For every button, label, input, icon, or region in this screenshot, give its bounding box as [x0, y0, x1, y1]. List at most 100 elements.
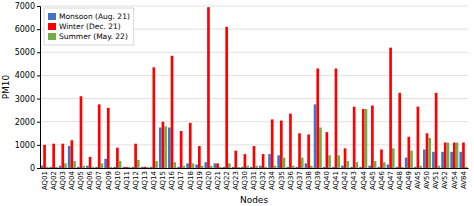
plot: 01000200030004000500060007000AQ01AQ02AQ0… [15, 2, 469, 190]
bars [41, 7, 468, 168]
x-tick-label: AV84 [460, 170, 468, 189]
bar [435, 93, 438, 168]
x-tick-label: AQ05 [77, 171, 85, 190]
bar [319, 128, 322, 169]
x-tick: AQ07 [95, 171, 103, 190]
bar [201, 166, 204, 168]
x-tick: AQ37 [296, 171, 304, 190]
y-tick-mark [37, 29, 40, 30]
x-tick-label: AQ46 [378, 170, 386, 190]
y-tick: 2000 [15, 118, 40, 127]
y-tick-mark [37, 99, 40, 100]
x-tick-label: AQ13 [141, 171, 149, 190]
bar [462, 143, 465, 168]
bar [389, 48, 392, 168]
y-tick: 3000 [15, 95, 40, 104]
x-tick: AQ20 [205, 171, 213, 190]
grid-line [40, 144, 468, 145]
bar [387, 165, 390, 168]
bar [232, 167, 235, 168]
legend-item: Summer (May. 22) [48, 32, 128, 41]
bar [262, 154, 265, 168]
bar [307, 134, 310, 168]
bar [456, 143, 459, 168]
bar [365, 109, 368, 168]
x-tick-label: AQ18 [186, 171, 194, 190]
x-tick-label: AQ06 [86, 170, 94, 190]
x-tick: AQ02 [50, 171, 58, 190]
bar [328, 155, 331, 168]
x-tick: AV52 [441, 171, 449, 189]
bar [214, 163, 217, 168]
y-tick: 7000 [15, 2, 40, 11]
bar [437, 166, 440, 168]
bar [50, 167, 53, 168]
bar [225, 27, 228, 168]
x-tick-label: AQ35 [278, 171, 286, 190]
bar [101, 163, 104, 168]
bar [89, 157, 92, 168]
y-tick-label: 4000 [15, 71, 35, 80]
legend-box [44, 8, 134, 45]
bar [198, 146, 201, 168]
x-tick-label: AQ22 [223, 171, 231, 190]
bar [52, 144, 55, 168]
bar [146, 167, 149, 168]
x-tick-label: AQ31 [250, 171, 258, 190]
x-tick-label: AQ03 [59, 171, 67, 190]
bar [444, 143, 447, 168]
bar [177, 167, 180, 168]
bar [417, 107, 420, 168]
x-tick: AQ34 [268, 170, 276, 190]
x-axis-title: Nodes [240, 195, 268, 205]
bar [374, 161, 377, 168]
x-tick-label: AQ48 [396, 171, 404, 190]
x-tick-label: AV50 [423, 171, 431, 189]
x-tick: AQ23 [232, 171, 240, 190]
y-tick-mark [37, 122, 40, 123]
bar [316, 68, 319, 168]
x-tick: AQ18 [186, 171, 194, 190]
x-tick: AQ47 [387, 171, 395, 190]
x-tick: AQ38 [305, 171, 313, 190]
x-tick: AQ42 [341, 171, 349, 190]
x-tick: AQ35 [278, 171, 286, 190]
x-tick: AQ39 [314, 171, 322, 190]
legend-item: Monsoon (Aug. 21) [48, 12, 130, 21]
y-axis-title: PM10 [1, 74, 11, 99]
bar [186, 163, 189, 168]
x-tick: AQ11 [123, 171, 131, 190]
bar [423, 149, 426, 168]
y-axis: 01000200030004000500060007000 [15, 2, 41, 173]
bar [113, 167, 116, 168]
bar [162, 122, 165, 168]
bar [143, 167, 146, 168]
x-tick-label: AQ49 [405, 171, 413, 190]
bar [59, 166, 62, 168]
bar [277, 155, 280, 168]
x-tick: AQ48 [396, 171, 404, 190]
y-tick: 6000 [15, 25, 40, 34]
bar [192, 163, 195, 168]
x-tick: AQ09 [105, 171, 113, 190]
bar [410, 151, 413, 168]
legend-swatch [48, 13, 56, 20]
x-tick: AQ49 [405, 171, 413, 190]
y-tick: 0 [30, 164, 40, 173]
x-tick-label: AQ02 [50, 171, 58, 190]
bar [274, 166, 277, 168]
bar [159, 128, 162, 169]
x-tick: AQ40 [323, 171, 331, 190]
bar [392, 148, 395, 168]
y-axis-line [37, 7, 41, 169]
bar [71, 140, 74, 168]
chart: 01000200030004000500060007000AQ01AQ02AQ0… [0, 0, 474, 206]
bar [234, 151, 237, 168]
bar [405, 158, 408, 168]
bar [137, 160, 140, 168]
x-tick: AQ22 [223, 171, 231, 190]
x-tick-label: AV45 [414, 171, 422, 189]
bar [150, 167, 153, 168]
x-tick-label: AQ16 [168, 170, 176, 190]
bar [292, 166, 295, 168]
